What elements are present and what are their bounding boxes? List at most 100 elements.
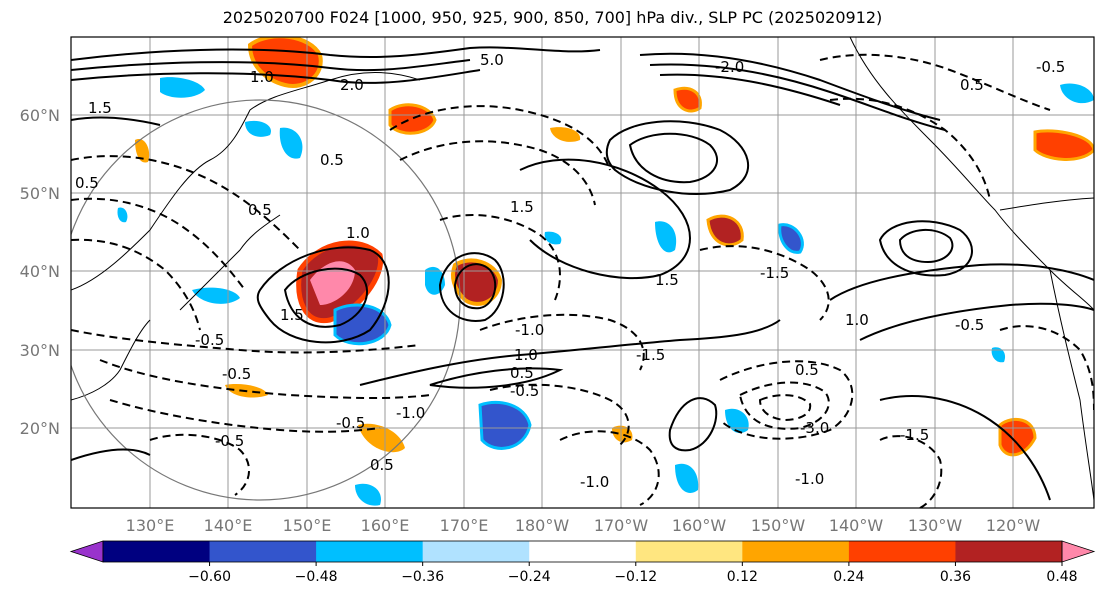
contour-label: 2.0 (340, 76, 364, 94)
positive-div-blob (310, 261, 355, 305)
longitude-labels: 130°E 140°E 150°E 160°E 170°E 180°W 170°… (126, 516, 1041, 535)
contour-label: 0.5 (320, 151, 344, 169)
contour-label: 0.5 (75, 174, 99, 192)
contour-labels: 5.0 1.5 0.5 1.0 2.0 1.5 0.5 0.5 1.0 1.5 … (75, 51, 1065, 491)
contour-label: -1.5 (900, 426, 929, 444)
contour-label: -0.5 (222, 365, 251, 383)
positive-div-blob (135, 139, 150, 163)
colorbar-tick-label: −0.36 (401, 569, 444, 585)
contour-label: 5.0 (480, 51, 504, 69)
contour-label: -1.5 (636, 346, 665, 364)
negative-div-blob (355, 483, 381, 506)
map-border (70, 36, 1095, 509)
lon-label: 130°W (908, 516, 963, 535)
negative-div-blob (725, 408, 749, 434)
positive-div-blob (706, 214, 744, 247)
contour-label: -1.5 (760, 264, 789, 282)
negative-div-blob (1060, 83, 1094, 104)
positive-div-blob (612, 425, 633, 443)
negative-div-blob (117, 207, 128, 223)
contour-label: -1.0 (515, 321, 544, 339)
contour-label: 1.5 (510, 198, 534, 216)
lat-label: 40°N (20, 262, 60, 281)
slp-negative-contours (71, 53, 1094, 508)
contour-label: 0.5 (510, 364, 534, 382)
colorbar-segment (635, 541, 743, 562)
contour-label: -0.5 (336, 414, 365, 432)
lon-label: 120°W (986, 516, 1041, 535)
colorbar-tick-label: −0.12 (614, 569, 657, 585)
contour-label: 0.5 (795, 361, 819, 379)
negative-div-blob (778, 223, 804, 254)
lat-label: 30°N (20, 341, 60, 360)
colorbar-extend-min (69, 540, 104, 563)
positive-div-blob (388, 103, 437, 135)
lon-label: 170°W (594, 516, 649, 535)
colorbar-tick-label: 0.12 (727, 569, 758, 585)
lat-label: 60°N (20, 106, 60, 125)
lat-label: 20°N (20, 419, 60, 438)
contour-label: 0.5 (960, 76, 984, 94)
colorbar-tick-label: −0.48 (295, 569, 338, 585)
colorbar-tick-label: 0.36 (940, 569, 971, 585)
colorbar-extend-max (1061, 540, 1096, 563)
lon-label: 140°E (204, 516, 253, 535)
colorbar-segment (848, 541, 956, 562)
contour-label: 0.5 (370, 456, 394, 474)
contour-label: 1.0 (845, 311, 869, 329)
contour-label: 1.5 (280, 306, 304, 324)
colorbar-segment (742, 541, 850, 562)
latitude-labels: 60°N 50°N 40°N 30°N 20°N (20, 106, 60, 438)
contour-label: 1.5 (88, 99, 112, 117)
lon-label: 130°E (126, 516, 175, 535)
negative-div-blob (245, 120, 271, 137)
colorbar-tick-label: 0.24 (833, 569, 864, 585)
negative-div-blob (544, 231, 562, 245)
lat-label: 50°N (20, 184, 60, 203)
contour-label: 1.0 (514, 346, 538, 364)
contour-label: -3.0 (800, 419, 829, 437)
lon-label: 150°W (751, 516, 806, 535)
contour-label: -1.0 (795, 470, 824, 488)
contour-label: -0.5 (1036, 58, 1065, 76)
contour-label: 0.5 (248, 201, 272, 219)
positive-div-blob (358, 423, 405, 453)
contour-label: -0.5 (215, 432, 244, 450)
contour-label: -1.0 (580, 473, 609, 491)
contour-label: 1.0 (250, 68, 274, 86)
colorbar-segment (209, 541, 317, 562)
lon-label: 180°W (515, 516, 570, 535)
negative-div-blob (160, 77, 205, 98)
negative-div-blob (991, 347, 1006, 363)
negative-div-blob (478, 400, 532, 450)
lon-label: 150°E (283, 516, 332, 535)
colorbar-frame (102, 540, 1063, 563)
colorbar-tick-label: 0.48 (1046, 569, 1077, 585)
coastlines (71, 37, 1094, 501)
colorbar-segment (103, 541, 211, 562)
positive-div-blob (673, 86, 702, 113)
contour-label: -0.5 (195, 331, 224, 349)
lon-label: 160°W (672, 516, 727, 535)
contour-label: -1.0 (396, 404, 425, 422)
contour-label: 1.0 (346, 224, 370, 242)
slp-positive-contours (71, 46, 1094, 501)
negative-div-blob (655, 221, 677, 253)
contour-label: -2.0 (715, 58, 744, 76)
colorbar-segment (316, 541, 424, 562)
colorbar-tick-label: −0.60 (188, 569, 231, 585)
contour-label: 1.5 (655, 271, 679, 289)
lon-label: 170°E (440, 516, 489, 535)
negative-div-blob (675, 463, 699, 493)
map-title: 2025020700 F024 [1000, 950, 925, 900, 85… (222, 8, 883, 27)
contour-label: -0.5 (510, 382, 539, 400)
colorbar-tick-label: −0.24 (508, 569, 551, 585)
colorbar-segment (955, 541, 1063, 562)
colorbar-segment (529, 541, 637, 562)
lon-label: 140°W (829, 516, 884, 535)
negative-div-blob (333, 303, 392, 346)
positive-div-blob (550, 127, 581, 142)
colorbar: −0.60 −0.48 −0.36 −0.24 −0.12 0.12 0.24 0.36 0.4… (69, 540, 1096, 585)
lon-label: 160°E (361, 516, 410, 535)
